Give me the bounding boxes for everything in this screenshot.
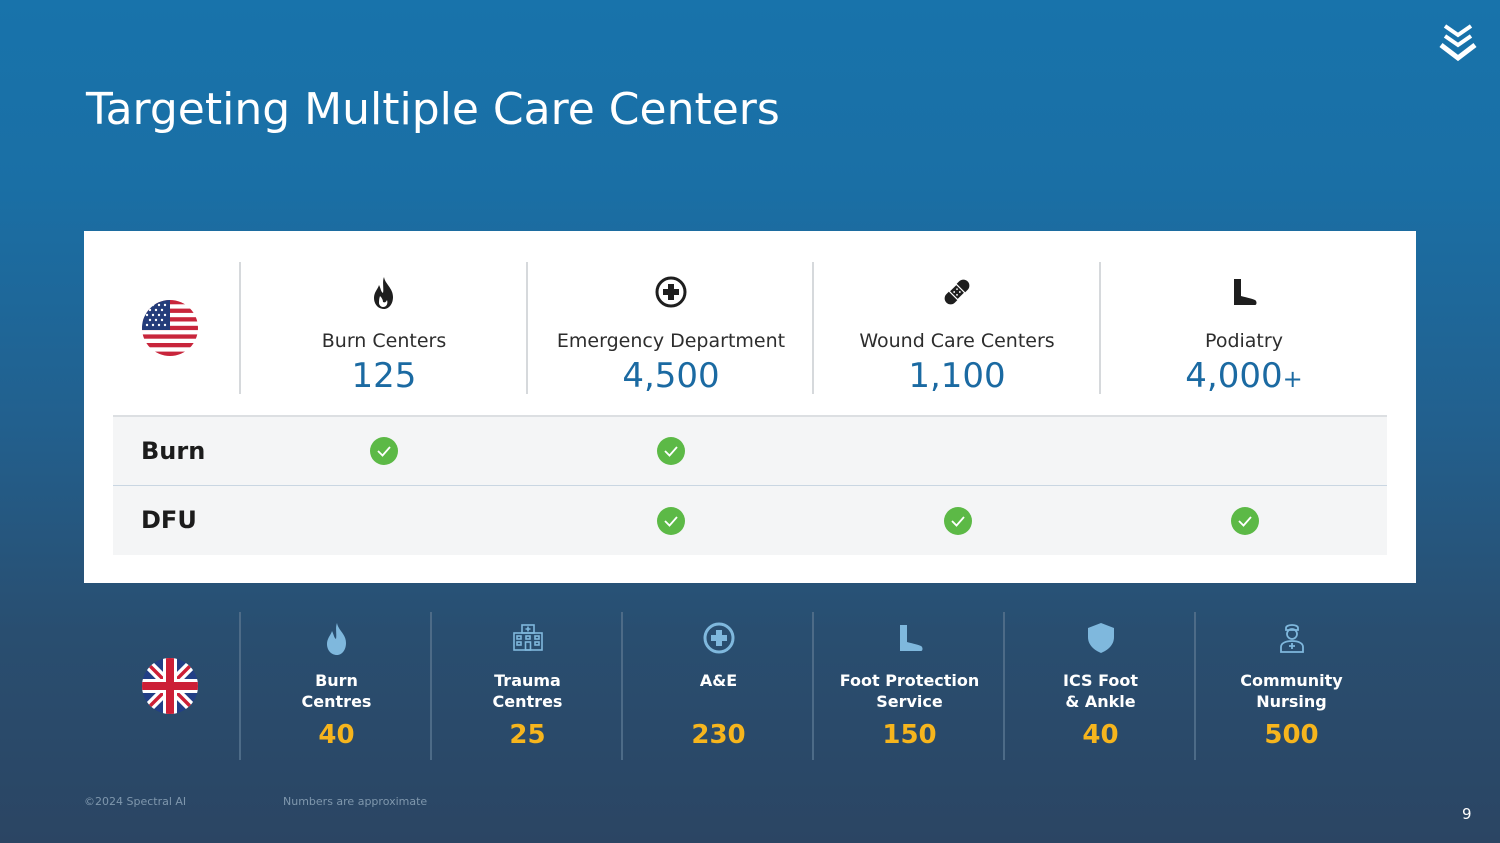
nurse-icon [1279, 624, 1304, 653]
check-icon [657, 437, 685, 465]
column-divider [812, 612, 814, 760]
flame-icon [326, 623, 346, 655]
uk-column-label: Community Nursing [1240, 671, 1343, 711]
uk-flag-icon [142, 658, 198, 714]
uk-column-value: 230 [691, 720, 746, 750]
uk-column-trauma-centres: Trauma Centres 25 [432, 612, 623, 760]
us-column-wound-care-centers: Wound Care Centers 1,100 [814, 262, 1100, 396]
us-column-label: Podiatry [1205, 330, 1283, 352]
column-divider [239, 262, 241, 394]
flame-icon [374, 277, 393, 309]
table-row-burn: Burn [113, 415, 1387, 486]
us-column-label: Wound Care Centers [859, 330, 1055, 352]
table-row-dfu: DFU [113, 485, 1387, 555]
uk-column-label: Foot Protection Service [839, 671, 980, 711]
uk-column-value: 25 [509, 720, 546, 750]
us-column-label: Emergency Department [556, 330, 786, 352]
uk-column-value: 40 [1082, 720, 1119, 750]
check-icon [657, 507, 685, 535]
foot-icon [1234, 279, 1257, 305]
footer-copyright: ©2024 Spectral AI [84, 795, 187, 808]
hospital-building-icon [512, 624, 543, 651]
us-column-value: 1,100 [908, 356, 1006, 396]
medical-cross-icon [655, 276, 687, 308]
column-divider [239, 612, 241, 760]
uk-column-label: A&E [699, 671, 738, 690]
uk-column-value: 500 [1264, 720, 1319, 750]
chevron-logo-icon [1439, 24, 1477, 62]
us-column-emergency-department: Emergency Department 4,500 [528, 262, 814, 396]
us-column-value: 125 [351, 356, 417, 396]
uk-column-a-and-e: A&E 230 [623, 612, 814, 760]
uk-column-community-nursing: Community Nursing 500 [1196, 612, 1387, 760]
uk-column-value: 40 [318, 720, 355, 750]
us-column-burn-centers: Burn Centers 125 [241, 262, 527, 396]
uk-column-label: Burn Centres [301, 671, 372, 711]
us-column-value: 4,500 [622, 356, 720, 396]
foot-icon [899, 625, 922, 651]
slide-title: Targeting Multiple Care Centers [86, 84, 780, 135]
uk-column-value: 150 [882, 720, 937, 750]
uk-column-burn-centres: Burn Centres 40 [241, 612, 432, 760]
column-divider [621, 612, 623, 760]
uk-column-ics-foot-ankle: ICS Foot & Ankle 40 [1005, 612, 1196, 760]
column-divider [526, 262, 528, 394]
column-divider [1194, 612, 1196, 760]
page-number: 9 [1462, 805, 1472, 823]
us-flag-icon [142, 300, 198, 356]
us-column-value: 4,000+ [1185, 356, 1303, 396]
row-label: Burn [141, 437, 206, 465]
uk-column-label: Trauma Centres [492, 671, 563, 711]
column-divider [1099, 262, 1101, 394]
row-label: DFU [141, 506, 197, 534]
medical-cross-icon [703, 622, 734, 654]
check-icon [370, 437, 398, 465]
check-icon [944, 507, 972, 535]
footer-note: Numbers are approximate [283, 795, 428, 808]
check-icon [1231, 507, 1259, 535]
us-column-podiatry: Podiatry 4,000+ [1101, 262, 1387, 396]
column-divider [1003, 612, 1005, 760]
us-column-label: Burn Centers [321, 330, 447, 352]
uk-column-foot-protection-service: Foot Protection Service 150 [814, 612, 1005, 760]
column-divider [812, 262, 814, 394]
shield-icon [1087, 623, 1114, 653]
uk-column-label: ICS Foot & Ankle [1063, 671, 1138, 711]
bandage-icon [944, 279, 970, 305]
column-divider [430, 612, 432, 760]
